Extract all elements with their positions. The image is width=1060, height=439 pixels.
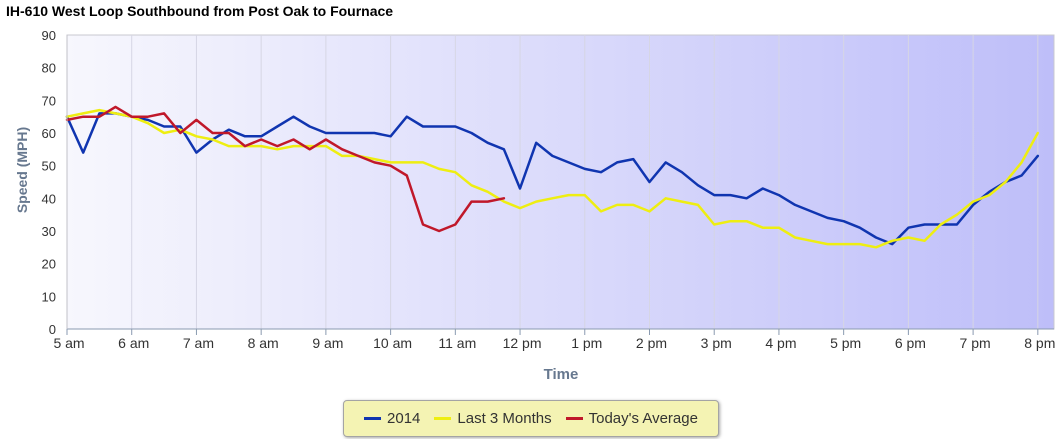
chart-title: IH-610 West Loop Southbound from Post Oa… bbox=[6, 3, 394, 19]
x-tick-label: 9 am bbox=[312, 335, 343, 351]
x-tick-label: 1 pm bbox=[571, 335, 602, 351]
x-tick-label: 7 pm bbox=[960, 335, 991, 351]
x-axis-label: Time bbox=[544, 366, 579, 383]
x-tick-label: 3 pm bbox=[701, 335, 732, 351]
legend-item-2014[interactable]: 2014 bbox=[364, 410, 420, 427]
x-tick-label: 8 am bbox=[248, 335, 279, 351]
y-tick-label: 40 bbox=[42, 191, 56, 206]
y-tick-label: 60 bbox=[42, 126, 56, 141]
y-tick-label: 80 bbox=[42, 61, 56, 76]
series-line-today-s-average bbox=[65, 105, 506, 233]
legend-label: Today's Average bbox=[588, 410, 698, 427]
legend-label: Last 3 Months bbox=[457, 410, 552, 427]
y-tick-label: 50 bbox=[42, 159, 56, 174]
x-tick-label: 4 pm bbox=[765, 335, 796, 351]
y-tick-label: 90 bbox=[42, 28, 56, 43]
legend-swatch bbox=[364, 417, 382, 420]
y-tick-label: 70 bbox=[42, 93, 56, 108]
x-tick-label: 10 am bbox=[373, 335, 412, 351]
x-tick-label: 5 pm bbox=[830, 335, 861, 351]
legend-swatch bbox=[434, 417, 452, 420]
legend: 2014 Last 3 Months Today's Average bbox=[343, 400, 719, 437]
plot-area bbox=[66, 34, 1055, 330]
y-tick-labels: 0 10 20 30 40 50 60 70 80 90 bbox=[42, 28, 56, 337]
x-tick-label: 11 am bbox=[438, 335, 476, 351]
x-tick-label: 6 pm bbox=[895, 335, 926, 351]
y-tick-label: 0 bbox=[49, 322, 56, 337]
x-tick-label: 5 am bbox=[53, 335, 84, 351]
x-tick-label: 7 am bbox=[183, 335, 214, 351]
legend-item-last-3-months[interactable]: Last 3 Months bbox=[434, 410, 552, 427]
x-tick-label: 2 pm bbox=[636, 335, 667, 351]
legend-item-today-s-average[interactable]: Today's Average bbox=[565, 410, 698, 427]
x-tick-label: 8 pm bbox=[1024, 335, 1055, 351]
series-lines bbox=[65, 105, 1040, 249]
legend-label: 2014 bbox=[387, 410, 421, 427]
y-axis-label: Speed (MPH) bbox=[14, 127, 30, 213]
series-line-last-3-months bbox=[65, 108, 1040, 249]
axes bbox=[66, 35, 1054, 335]
legend-swatch bbox=[565, 417, 583, 420]
y-tick-label: 20 bbox=[42, 257, 56, 272]
x-tick-label: 6 am bbox=[118, 335, 149, 351]
y-tick-label: 30 bbox=[42, 224, 56, 239]
x-tick-label: 12 pm bbox=[503, 335, 542, 351]
x-tick-labels: 5 am 6 am 7 am 8 am 9 am 10 am 11 am 12 pm 1 pm 2… bbox=[53, 335, 1055, 351]
series-line-2014 bbox=[65, 112, 1040, 246]
y-tick-label: 10 bbox=[42, 289, 56, 304]
